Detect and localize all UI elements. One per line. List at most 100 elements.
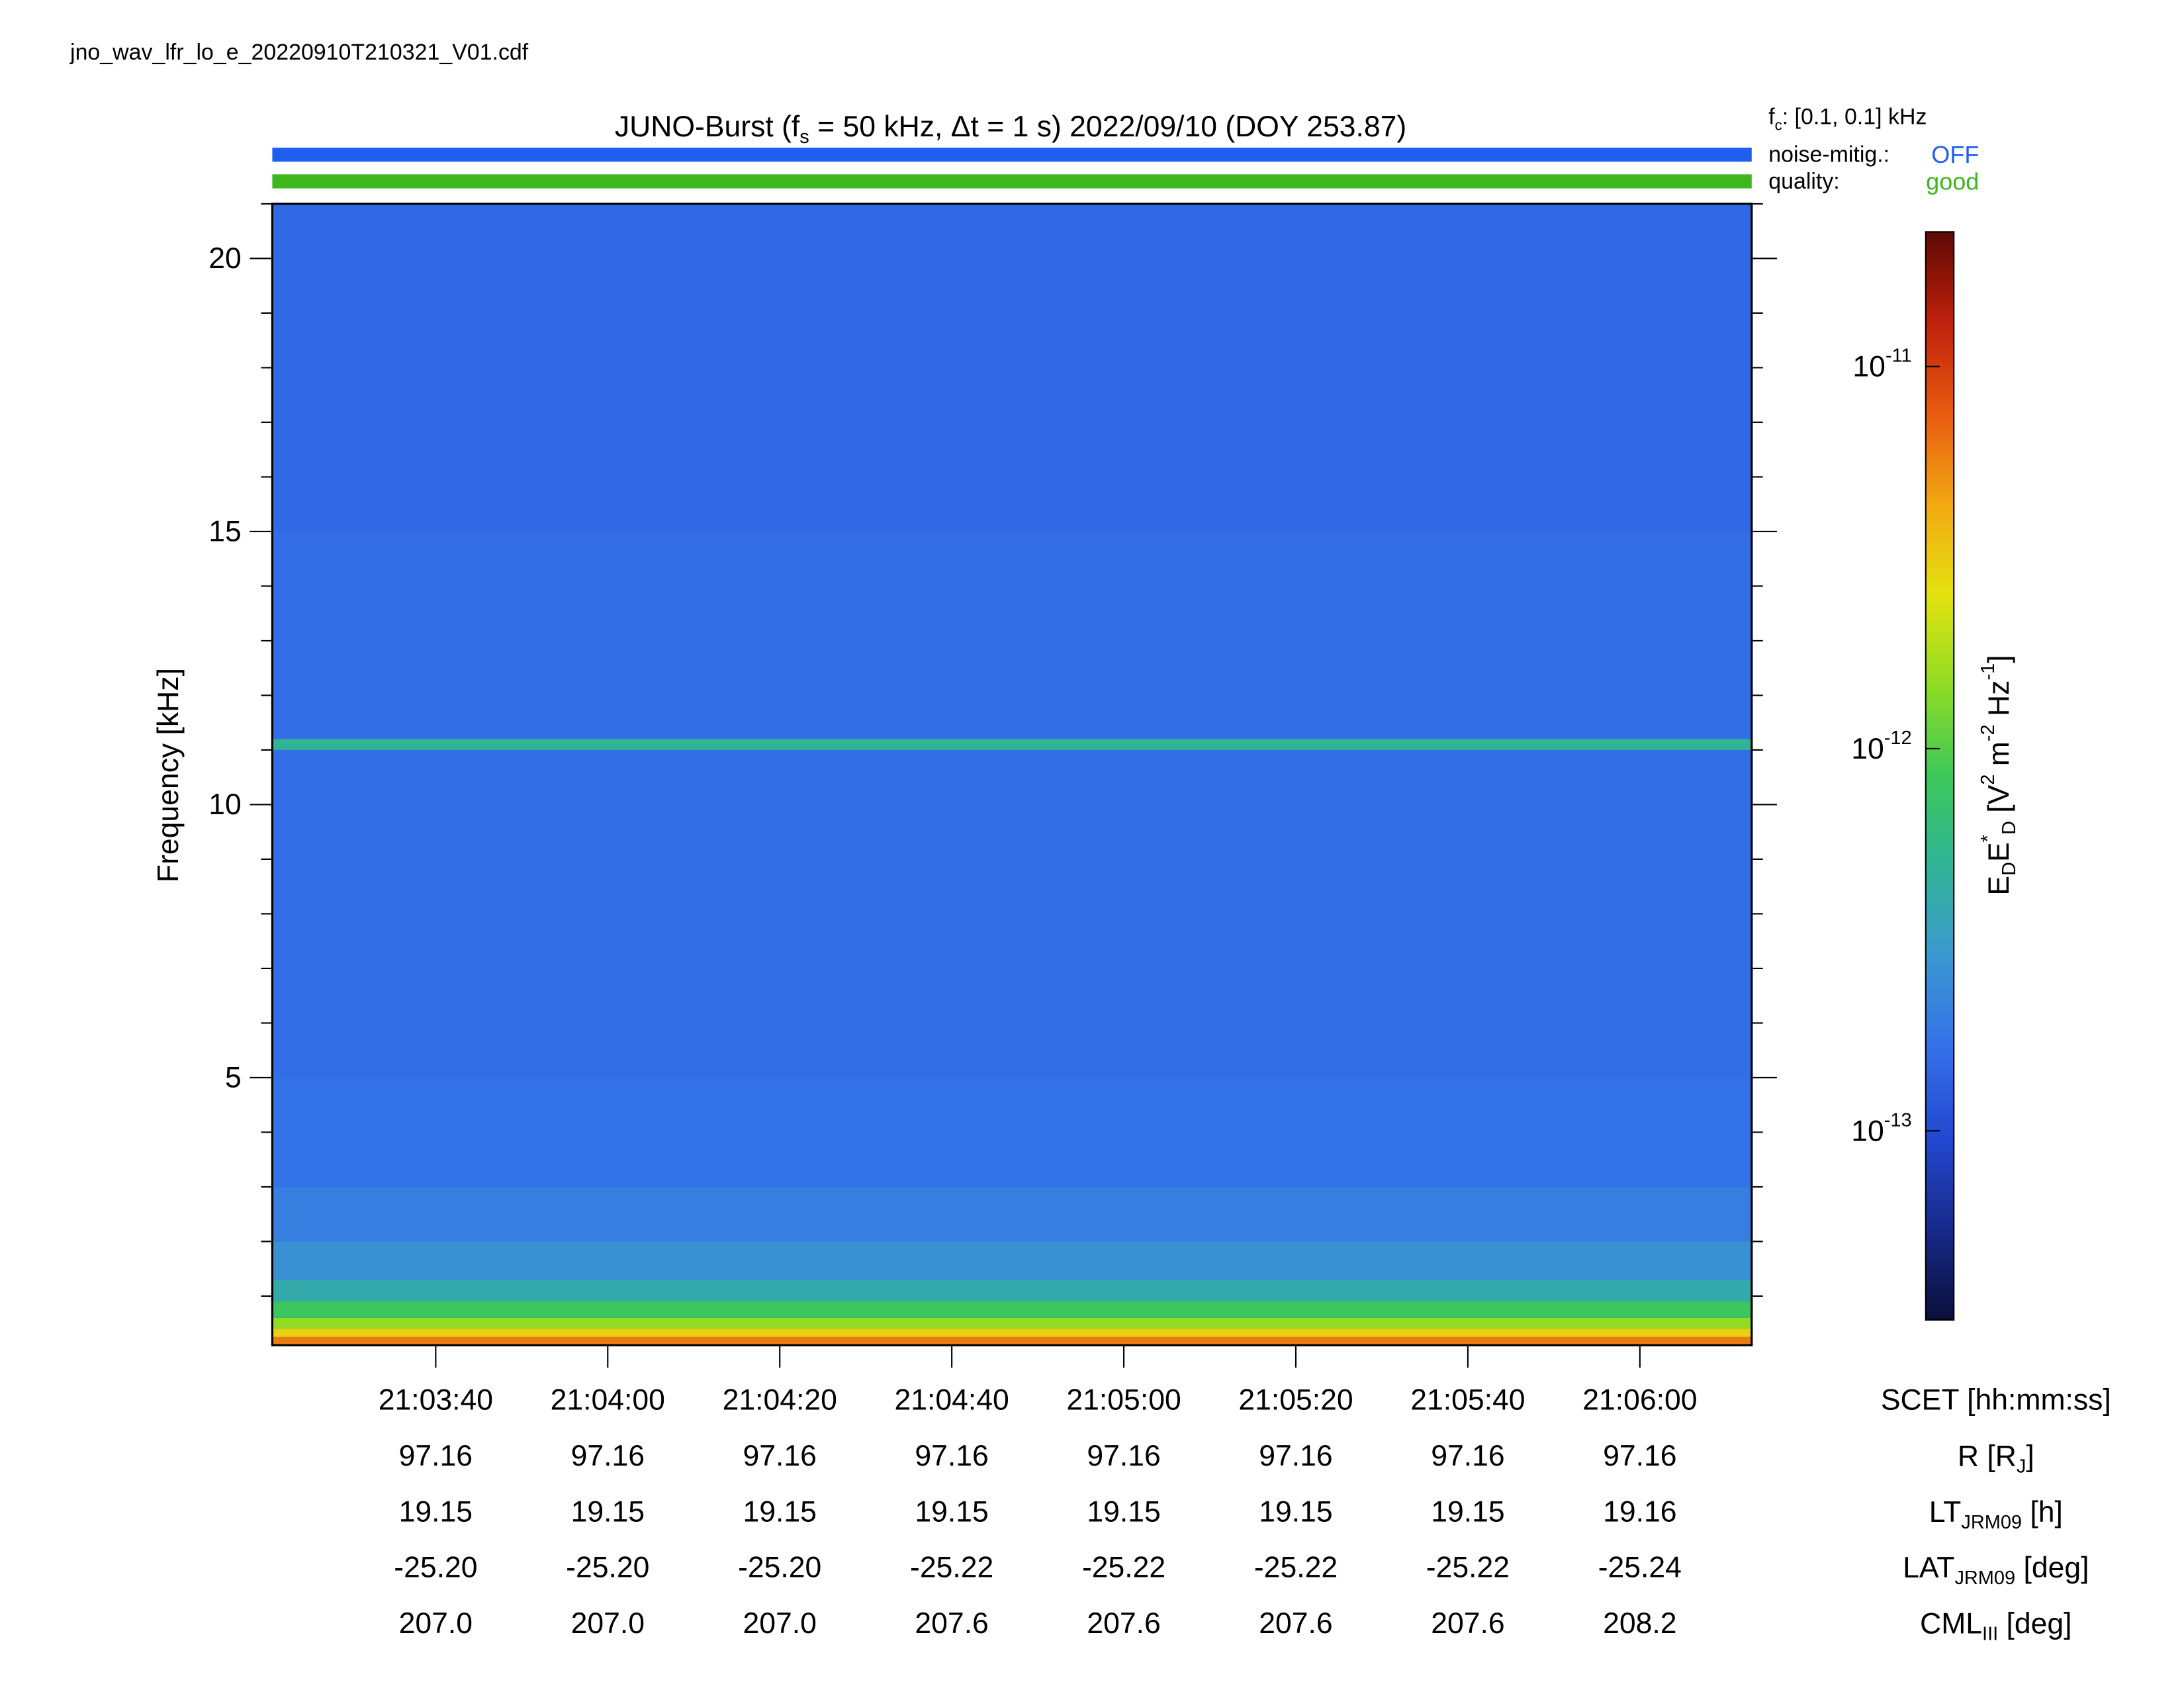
text-part: : [0.1, 0.1] kHz	[1782, 104, 1927, 129]
y-tick-label: 20	[208, 242, 242, 275]
text-part: J	[2017, 1456, 2026, 1477]
colorbar-label: EDE*D [V2 m-2 Hz-1]	[1978, 655, 2020, 896]
spectrogram-cell	[272, 203, 1752, 532]
y-axis-label: Frequency [kHz]	[152, 668, 185, 882]
text-part: [deg]	[1998, 1607, 2071, 1640]
colorbar-tick-label: 10-13	[1851, 1109, 1911, 1147]
text-part: E	[1983, 842, 2015, 862]
ephemeris-value: 19.15	[1259, 1495, 1332, 1528]
text-part: LT	[1929, 1495, 1962, 1528]
text-part: III	[1982, 1623, 1998, 1644]
status-bar	[272, 148, 1752, 162]
ephemeris-value: 207.6	[1431, 1607, 1504, 1640]
ephemeris-value: 97.16	[743, 1440, 817, 1472]
text-part: 2	[1978, 774, 1999, 785]
x-tick-label: 21:04:20	[723, 1383, 837, 1416]
spectrogram-cell	[272, 739, 1752, 750]
ephemeris-value: -25.22	[1254, 1552, 1338, 1584]
ephemeris-value: 97.16	[1603, 1440, 1676, 1472]
spectrogram-cell	[272, 1280, 1752, 1302]
text-part: *	[1978, 835, 1999, 842]
text-part: -1	[1978, 663, 1999, 680]
spectrogram-cell	[272, 1336, 1752, 1346]
ephemeris-value: 19.15	[571, 1495, 645, 1528]
x-tick-label: 21:06:00	[1582, 1383, 1697, 1416]
ephemeris-value: 97.16	[399, 1440, 473, 1472]
text-part: E	[1983, 876, 2015, 896]
ephemeris-value: -25.20	[738, 1552, 821, 1584]
spectrogram-cell	[272, 1241, 1752, 1280]
status-value: good	[1926, 167, 1979, 195]
status-value: OFF	[1931, 141, 1979, 168]
text-part: s	[799, 126, 809, 148]
text-part: JUNO-Burst (f	[615, 111, 800, 143]
ephemeris-value: 97.16	[1259, 1440, 1332, 1472]
ephemeris-value: 207.6	[1259, 1607, 1332, 1640]
text-part: c	[1775, 117, 1782, 133]
ephemeris-value: 97.16	[1087, 1440, 1160, 1472]
text-part: ]	[2026, 1440, 2034, 1472]
ephemeris-value: -25.22	[1426, 1552, 1510, 1584]
ephemeris-value: 208.2	[1603, 1607, 1676, 1640]
ephemeris-label: CMLIII [deg]	[1920, 1607, 2072, 1645]
x-tick-label: 21:05:00	[1066, 1383, 1181, 1416]
spectrogram-cell	[272, 1301, 1752, 1318]
text-part: 10	[1852, 350, 1886, 383]
text-part: D	[1999, 862, 2020, 876]
ephemeris-value: 19.16	[1603, 1495, 1676, 1528]
status-label: noise-mitig.:	[1768, 142, 1889, 167]
ephemeris-value: 19.15	[1087, 1495, 1160, 1528]
ephemeris-value: 19.15	[1431, 1495, 1504, 1528]
text-part: [deg]	[2015, 1552, 2089, 1584]
text-part: -2	[1978, 724, 1999, 741]
ephemeris-label: LATJRM09 [deg]	[1903, 1552, 2089, 1589]
ephemeris-value: 207.0	[399, 1607, 473, 1640]
y-tick-label: 15	[208, 515, 242, 547]
text-part: [h]	[2022, 1495, 2063, 1528]
spectrogram-cell	[272, 749, 1752, 914]
x-tick-label: 21:05:40	[1410, 1383, 1525, 1416]
ephemeris-value: 207.0	[743, 1607, 817, 1640]
spectrogram-cell	[272, 1317, 1752, 1329]
filename: jno_wav_lfr_lo_e_20220910T210321_V01.cdf	[69, 40, 529, 65]
x-tick-label: 21:05:20	[1238, 1383, 1353, 1416]
text-part: 10	[1851, 732, 1884, 765]
colorbar-tick-label: 10-11	[1852, 346, 1911, 383]
ephemeris-value: 207.0	[571, 1607, 645, 1640]
spectrogram-cell	[272, 1186, 1752, 1242]
ephemeris-value: -25.24	[1598, 1552, 1682, 1584]
x-tick-label: 21:03:40	[379, 1383, 493, 1416]
x-axis-label: SCET [hh:mm:ss]	[1881, 1383, 2111, 1416]
ephemeris-label: R [RJ]	[1958, 1440, 2034, 1477]
text-part: R [R	[1958, 1440, 2017, 1472]
text-part: Hz	[1983, 680, 2015, 725]
ephemeris-label: LTJRM09 [h]	[1929, 1495, 2063, 1533]
text-part: -13	[1884, 1109, 1912, 1131]
chart-title: JUNO-Burst (fs = 50 kHz, Δt = 1 s) 2022/…	[615, 111, 1406, 148]
plot-frame	[271, 203, 1753, 1346]
ephemeris-value: 207.6	[915, 1607, 988, 1640]
text-part: = 50 kHz, Δt = 1 s) 2022/09/10 (DOY 253.…	[809, 111, 1406, 143]
ephemeris-value: 97.16	[571, 1440, 645, 1472]
colorbar-tick-label: 10-12	[1851, 727, 1911, 765]
ephemeris-value: -25.20	[394, 1552, 477, 1584]
text-part: D	[1999, 821, 2020, 835]
text-part: [V	[1983, 784, 2015, 821]
spectrogram-cell	[272, 1077, 1752, 1187]
colorbar	[1925, 231, 1955, 1321]
x-tick-label: 21:04:00	[551, 1383, 665, 1416]
text-part: f	[1768, 104, 1775, 129]
spectrogram-cell	[272, 914, 1752, 1078]
ephemeris-value: 19.15	[399, 1495, 473, 1528]
y-tick-label: 10	[208, 788, 242, 821]
ephemeris-value: -25.22	[1082, 1552, 1165, 1584]
x-tick-label: 21:04:40	[894, 1383, 1009, 1416]
spectrogram-cell	[272, 531, 1752, 739]
text-part: 10	[1851, 1115, 1884, 1147]
status-label: quality:	[1768, 169, 1839, 194]
ephemeris-value: -25.20	[566, 1552, 649, 1584]
ephemeris-value: 19.15	[743, 1495, 817, 1528]
text-part: JRM09	[1961, 1512, 2022, 1533]
